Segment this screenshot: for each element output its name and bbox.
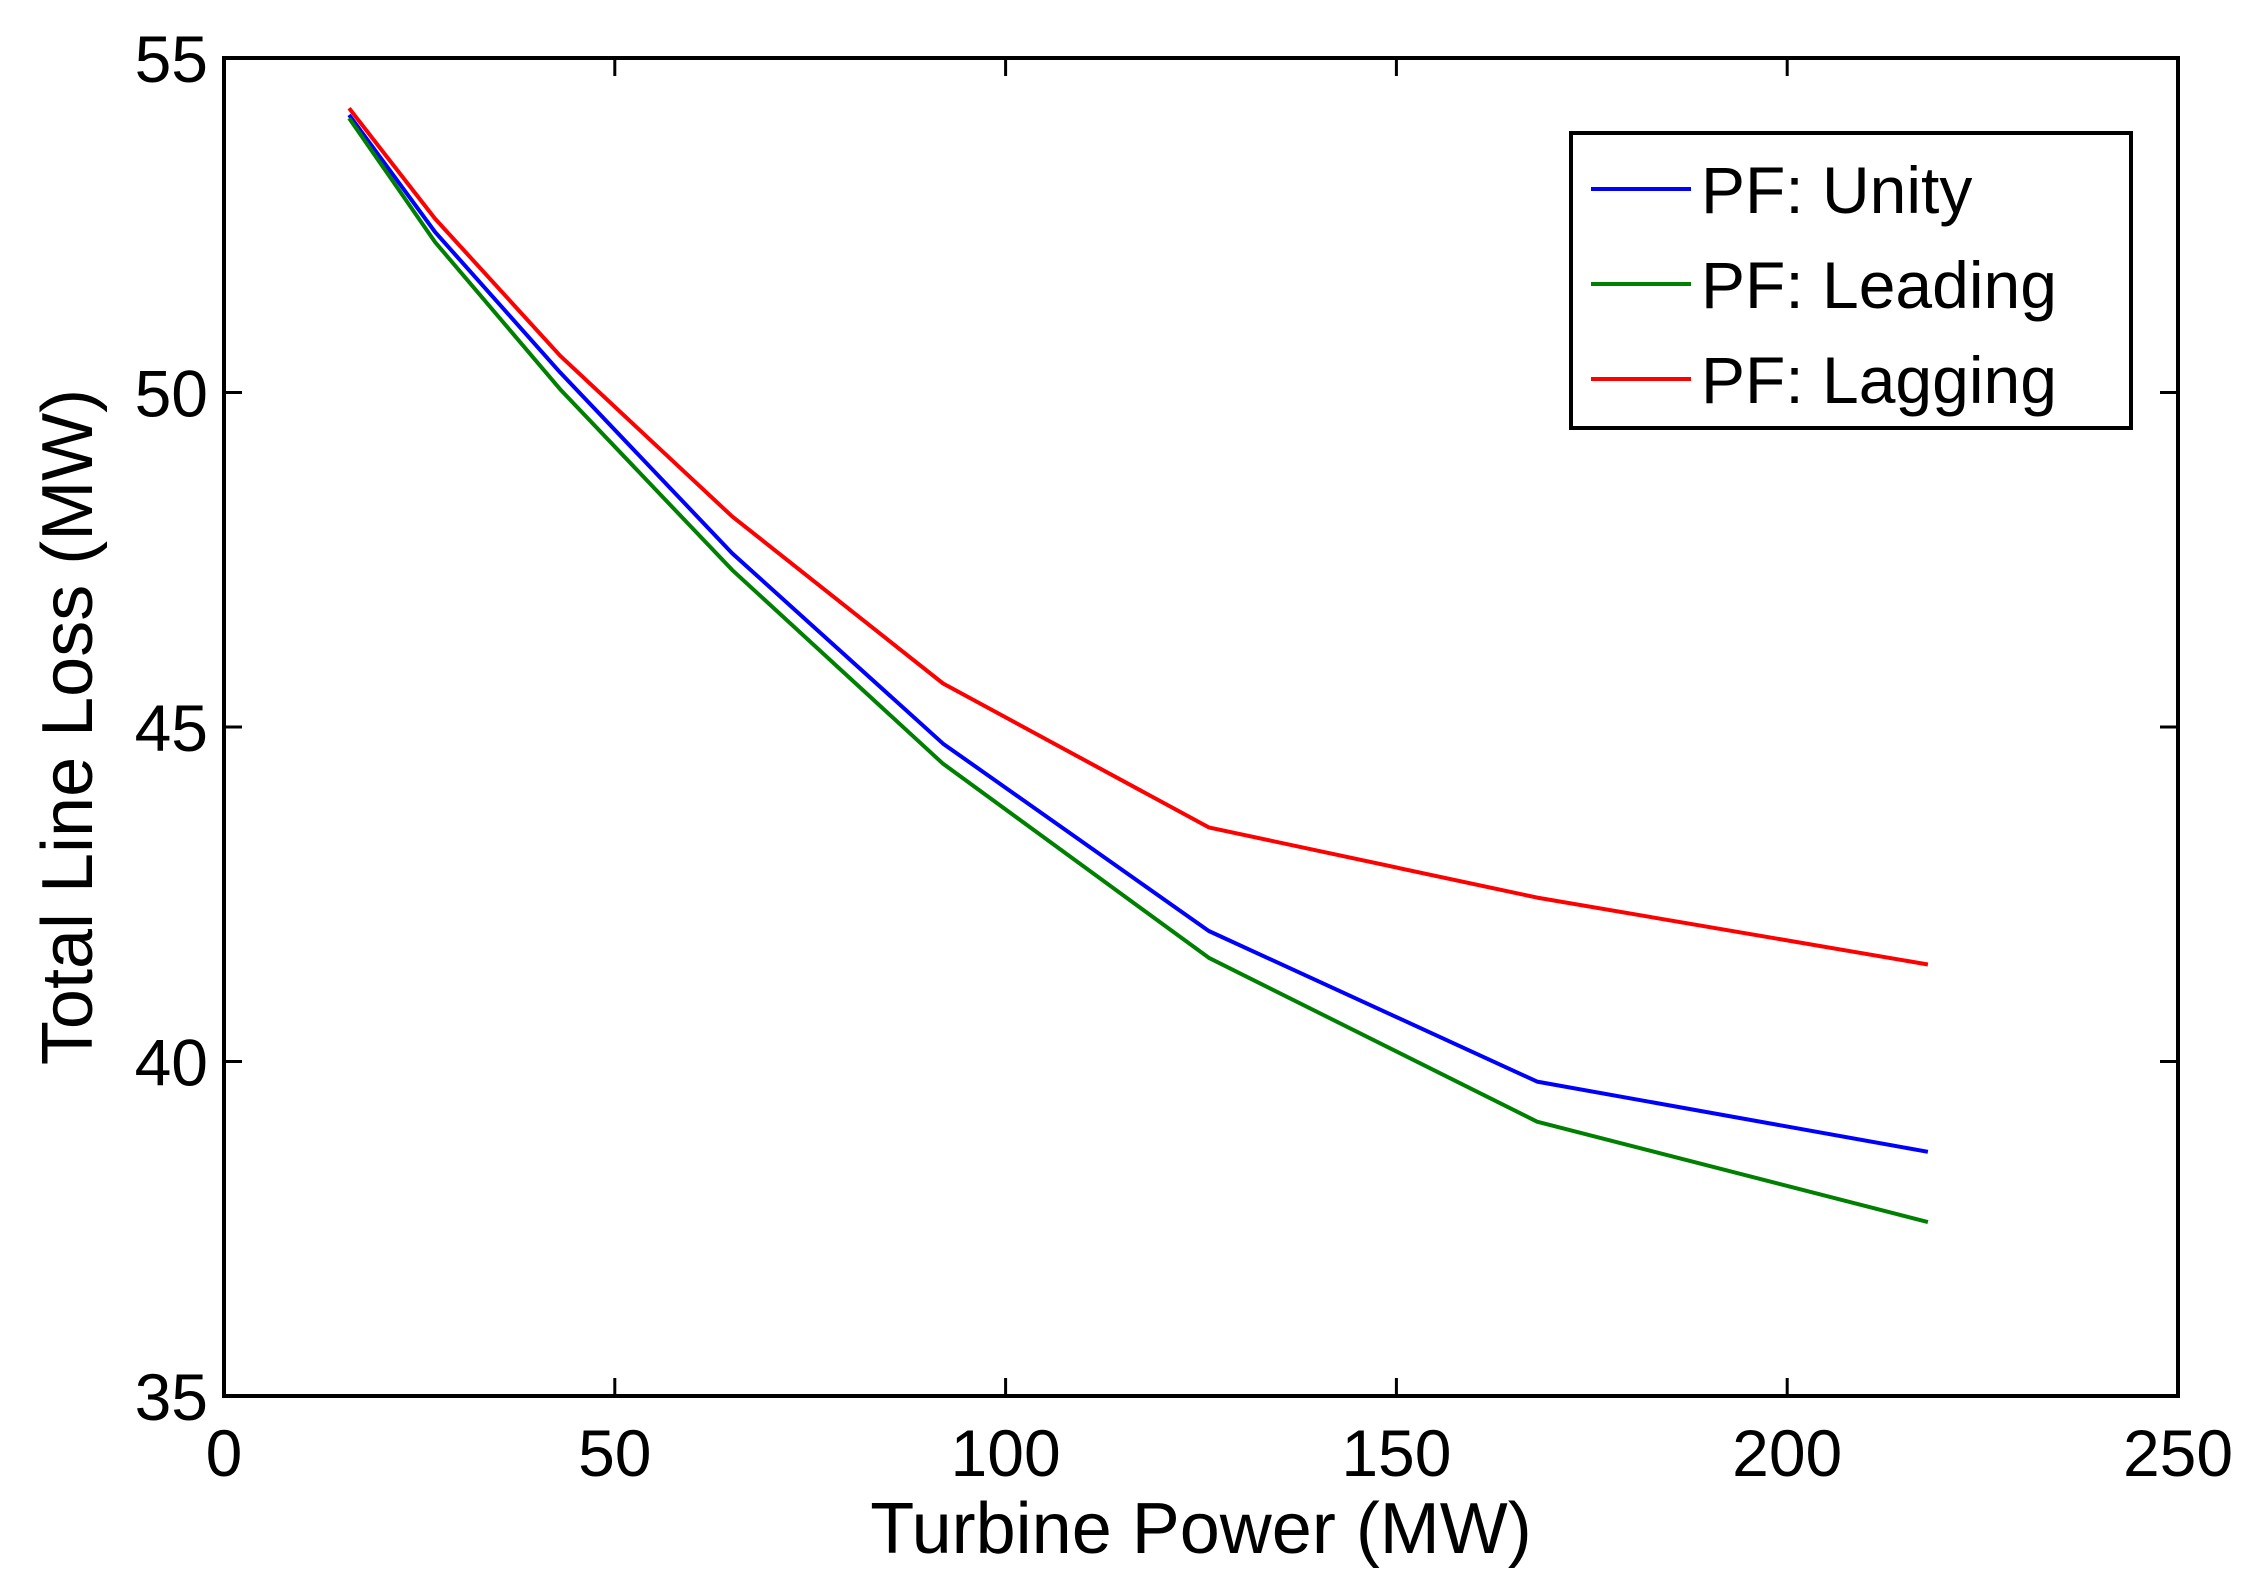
x-tick-label: 50 — [578, 1416, 651, 1490]
x-tick-label: 150 — [1341, 1416, 1451, 1490]
y-tick-label: 50 — [135, 357, 208, 431]
x-axis-label: Turbine Power (MW) — [870, 1489, 1531, 1569]
legend-label: PF: Lagging — [1701, 343, 2057, 417]
legend: PF: Unity PF: Leading PF: Lagging — [1569, 131, 2133, 430]
series-line-pf-unity — [347, 113, 1929, 1154]
x-tick-label: 250 — [2123, 1416, 2233, 1490]
x-tick-label: 0 — [206, 1416, 243, 1490]
y-tick-label: 40 — [135, 1026, 208, 1100]
ticks-layer: 0 50 100 150 200 250 35 40 45 50 55 — [135, 22, 2233, 1490]
legend-label: PF: Unity — [1701, 153, 1972, 227]
y-tick-label: 55 — [135, 22, 208, 96]
y-tick-label: 45 — [135, 691, 208, 765]
series-layer — [347, 106, 1929, 1225]
x-tick-label: 200 — [1732, 1416, 1842, 1490]
legend-label: PF: Leading — [1701, 248, 2057, 322]
y-tick-label: 35 — [135, 1360, 208, 1434]
series-line-pf-lagging — [347, 106, 1929, 967]
y-axis-label: Total Line Loss (MW) — [28, 389, 108, 1065]
x-tick-label: 100 — [951, 1416, 1061, 1490]
series-line-pf-leading — [347, 117, 1929, 1225]
